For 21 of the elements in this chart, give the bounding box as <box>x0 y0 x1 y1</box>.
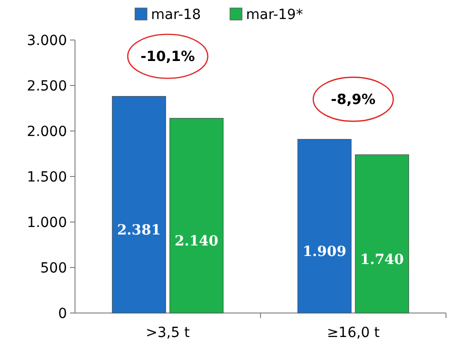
data-label: 2.140 <box>174 234 219 250</box>
bar <box>169 118 224 314</box>
legend-label: mar-18 <box>151 6 201 23</box>
y-tick-label: 0 <box>58 306 67 322</box>
x-tick-label: >3,5 t <box>146 325 190 341</box>
y-tick-label: 3.000 <box>26 32 67 49</box>
bar <box>112 96 166 314</box>
y-tick-label: 2.500 <box>26 78 67 94</box>
legend-label: mar-19* <box>246 6 303 23</box>
annotation: -10,1% <box>140 49 195 66</box>
bar <box>297 138 352 314</box>
y-tick-label: 1.000 <box>26 214 67 231</box>
data-label: 1.909 <box>302 244 346 260</box>
annotation: -8,9% <box>330 92 376 108</box>
x-tick-label: ≥16,0 t <box>326 325 380 341</box>
y-tick-label: 500 <box>40 260 67 276</box>
data-label: 2.381 <box>117 222 161 239</box>
bar <box>354 154 410 314</box>
y-tick-label: 2.000 <box>26 124 67 140</box>
y-tick-label: 1.500 <box>26 169 67 186</box>
data-label: 1.740 <box>360 252 404 268</box>
